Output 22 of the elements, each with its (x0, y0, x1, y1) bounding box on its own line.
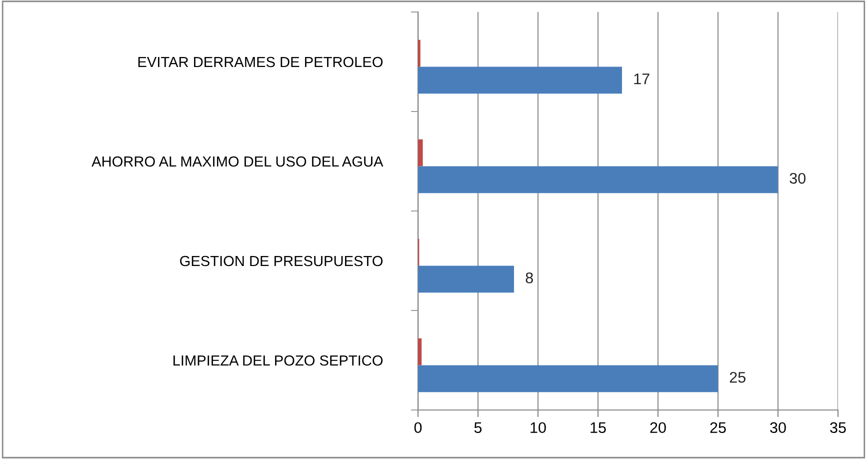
x-tick-label: 20 (650, 422, 666, 434)
x-tick-label: 0 (414, 422, 422, 434)
y-tick-label: EVITAR DERRAMES DE PETROLEO (138, 56, 383, 68)
data-label: 25 (730, 372, 746, 383)
bar (418, 365, 718, 392)
bar (418, 166, 778, 194)
y-tick-label: AHORRO AL MAXIMO DEL USO DEL AGUA (92, 156, 384, 167)
x-tick-label: 5 (474, 422, 482, 434)
x-tick-label: 35 (830, 422, 846, 434)
x-tick-label: 30 (770, 422, 786, 434)
x-tick-label: 10 (530, 422, 546, 434)
bar (418, 266, 514, 293)
data-label: 8 (526, 272, 533, 284)
y-tick-label: LIMPIEZA DEL POZO SEPTICO (174, 355, 383, 366)
data-label: 17 (634, 74, 650, 84)
bar (418, 139, 423, 166)
x-tick-label: 15 (590, 422, 606, 434)
y-tick-label: GESTION DE PRESUPUESTO (180, 256, 383, 266)
x-tick-label: 25 (710, 422, 726, 434)
data-label: 30 (790, 172, 806, 184)
bar (418, 66, 622, 94)
bar (418, 338, 422, 366)
